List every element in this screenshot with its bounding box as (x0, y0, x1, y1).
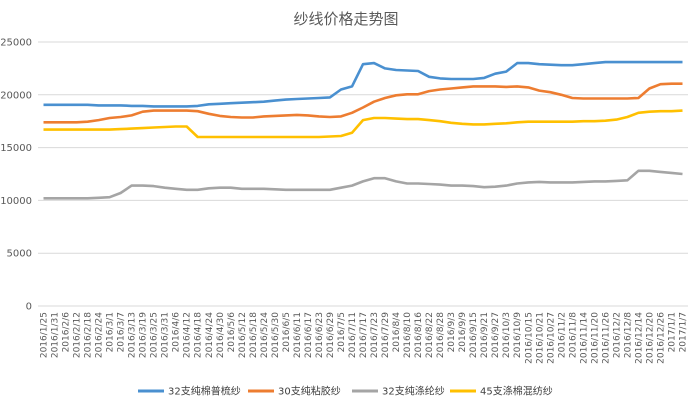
y-tick-label: 20000 (0, 90, 32, 101)
x-tick-label: 2016/5/24 (260, 312, 270, 358)
y-tick-label: 10000 (0, 196, 32, 207)
x-tick-label: 2016/4/24 (205, 312, 215, 358)
x-tick-label: 2016/2/18 (84, 312, 94, 358)
x-tick-label: 2016/12/2 (612, 312, 622, 358)
y-tick-label: 0 (26, 302, 32, 313)
x-tick-label: 2016/9/15 (469, 312, 479, 358)
gridlines (38, 41, 688, 307)
chart-title: 纱线价格走势图 (293, 10, 398, 28)
x-tick-label: 2016/4/30 (216, 312, 226, 358)
x-tick-label: 2016/6/17 (304, 312, 314, 358)
x-tick-label: 2016/7/5 (337, 312, 347, 352)
x-tick-label: 2016/11/20 (590, 312, 600, 364)
legend: 32支纯棉普梳纱 30支纯粘胶纱 32支纯涤纶纱 45支涤棉混纺纱 (138, 385, 553, 398)
x-tick-label: 2016/3/13 (128, 312, 138, 358)
x-tick-label: 2016/12/14 (634, 312, 644, 364)
series-line (43, 82, 683, 124)
x-tick-label: 2016/6/29 (326, 312, 336, 358)
x-tick-label: 2016/11/8 (568, 312, 578, 358)
x-tick-label: 2016/10/21 (535, 312, 545, 364)
x-tick-label: 2016/10/9 (513, 312, 523, 358)
legend-label: 32支纯涤纶纱 (382, 385, 445, 398)
x-tick-label: 2016/11/14 (579, 312, 589, 364)
x-tick-label: 2016/5/18 (249, 312, 259, 358)
x-tick-label: 2016/10/3 (502, 312, 512, 358)
x-tick-label: 2016/8/16 (414, 312, 424, 358)
x-tick-label: 2016/9/3 (447, 312, 457, 352)
x-tick-label: 2016/10/27 (546, 312, 556, 364)
x-tick-label: 2016/7/23 (370, 312, 380, 358)
x-tick-label: 2016/3/1 (106, 312, 116, 352)
x-tick-label: 2016/12/26 (656, 312, 666, 364)
y-tick-label: 5000 (7, 249, 32, 260)
x-tick-label: 2016/11/26 (601, 312, 611, 364)
x-tick-label: 2016/5/30 (271, 312, 281, 358)
x-tick-label: 2016/4/12 (183, 312, 193, 358)
x-axis-ticks: 2016/1/25 2016/1/31 2016/2/6 2016/2/12 2016/… (40, 312, 689, 364)
legend-label: 30支纯粘胶纱 (278, 385, 341, 398)
x-tick-label: 2016/4/6 (172, 312, 182, 353)
x-tick-label: 2016/12/8 (623, 312, 633, 358)
x-tick-label: 2016/8/28 (436, 312, 446, 358)
x-tick-label: 2016/8/4 (392, 312, 402, 353)
series-line (43, 109, 683, 139)
series-line (43, 169, 683, 200)
x-tick-label: 2016/12/20 (645, 312, 655, 364)
x-tick-label: 2017/1/1 (667, 312, 677, 352)
legend-label: 45支涤棉混纺纱 (480, 385, 553, 398)
y-tick-label: 25000 (0, 38, 32, 49)
series-line (43, 60, 683, 108)
x-tick-label: 2016/1/25 (40, 312, 50, 358)
x-tick-label: 2016/2/24 (95, 312, 105, 358)
x-tick-label: 2016/3/7 (117, 312, 127, 352)
x-tick-label: 2016/9/9 (458, 312, 468, 353)
x-tick-label: 2016/3/31 (161, 312, 171, 358)
x-tick-label: 2016/1/31 (51, 312, 61, 358)
x-tick-label: 2017/1/7 (678, 312, 688, 352)
x-tick-label: 2016/7/11 (348, 312, 358, 358)
x-tick-label: 2016/3/19 (139, 312, 149, 358)
x-tick-label: 2016/11/2 (557, 312, 567, 358)
x-tick-label: 2016/6/23 (315, 312, 325, 358)
x-tick-label: 2016/9/27 (491, 312, 501, 358)
x-tick-label: 2016/2/6 (62, 312, 72, 353)
x-tick-label: 2016/5/12 (238, 312, 248, 358)
x-tick-label: 2016/7/17 (359, 312, 369, 358)
x-tick-label: 2016/6/5 (282, 312, 292, 352)
x-tick-label: 2016/3/25 (150, 312, 160, 358)
x-tick-label: 2016/9/21 (480, 312, 490, 358)
legend-label: 32支纯棉普梳纱 (168, 385, 241, 398)
x-tick-label: 2016/7/29 (381, 312, 391, 358)
x-tick-label: 2016/4/18 (194, 312, 204, 358)
y-axis-ticks: 0 5000 10000 15000 20000 25000 (0, 38, 32, 313)
x-tick-label: 2016/8/10 (403, 312, 413, 358)
series-lines (43, 60, 683, 200)
x-tick-label: 2016/5/6 (227, 312, 237, 353)
x-tick-label: 2016/6/11 (293, 312, 303, 358)
x-tick-label: 2016/10/15 (524, 312, 534, 364)
y-tick-label: 15000 (0, 143, 32, 154)
x-tick-label: 2016/2/12 (73, 312, 83, 358)
x-tick-label: 2016/8/22 (425, 312, 435, 358)
